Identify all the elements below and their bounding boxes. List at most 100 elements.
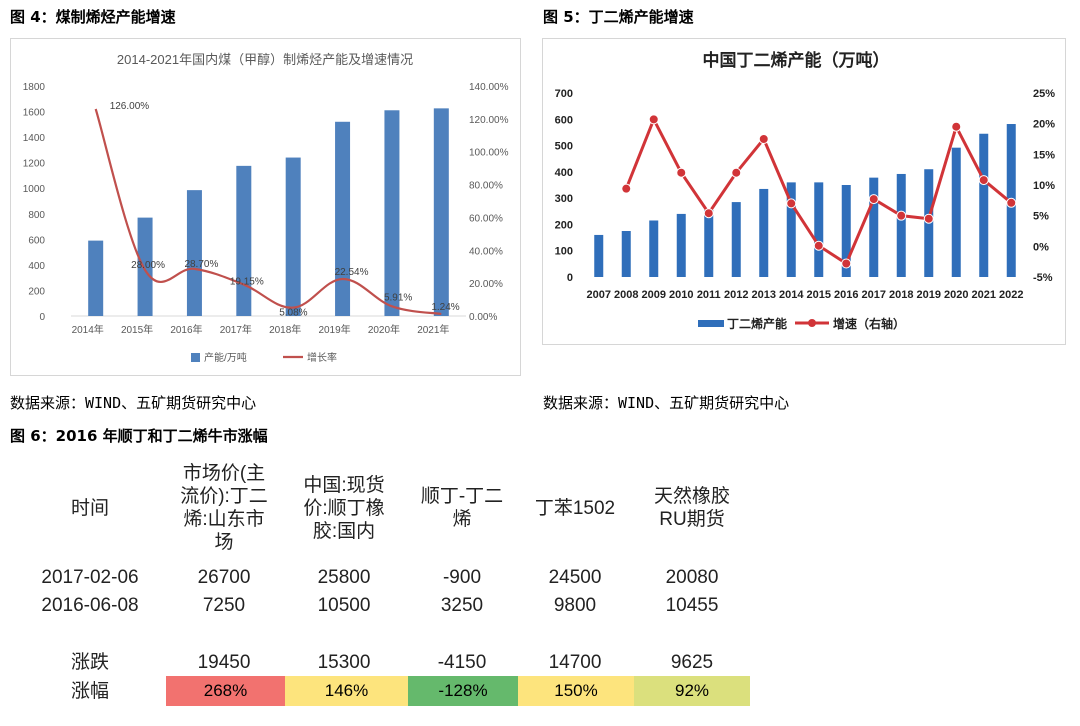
chart2-xtick: 2019 [917, 289, 941, 301]
chart1-ytick: 1600 [23, 108, 46, 119]
table-header: 天然橡胶 RU期货 [634, 485, 750, 531]
chart2-growth-point [758, 134, 769, 144]
chart2-xtick: 2007 [587, 289, 611, 301]
table-row-label: 2017-02-06 [41, 567, 139, 588]
chart2-xtick: 2015 [807, 289, 831, 301]
chart1-bar [137, 217, 153, 316]
table-cell: 14700 [548, 652, 602, 673]
chart1-ytick: 1800 [23, 82, 46, 93]
chart2-growth-point [786, 198, 797, 209]
chart2-bar [759, 188, 769, 277]
figure5-source: 数据来源：WIND、五矿期货研究中心 [543, 394, 790, 412]
chart2-xtick: 2012 [724, 289, 748, 301]
chart1-data-label: 126.00% [110, 101, 150, 112]
chart2-bar [814, 182, 824, 277]
chart2-legend-bar-swatch [698, 320, 724, 327]
chart1-data-label: 22.54% [335, 267, 369, 278]
chart2-growth-point [648, 114, 659, 125]
chart1-xtick: 2014年 [72, 323, 104, 336]
chart1-y2tick: 60.00% [469, 213, 503, 224]
chart2-svg: 中国丁二烯产能（万吨） 0 100 200 300 400 500 600 700 -5% 0% 5%… [555, 50, 1056, 331]
chart2-growth-point [813, 240, 824, 251]
chart2-bar [621, 231, 631, 277]
chart2-ytick: 500 [555, 141, 573, 153]
chart2-bar [676, 213, 686, 277]
chart2-ytick: 0 [567, 272, 573, 284]
chart1-xtick: 2017年 [220, 323, 252, 336]
table-cell: 15300 [317, 652, 371, 673]
chart2-y2tick: 10% [1033, 180, 1055, 192]
table-cell: 20080 [665, 567, 719, 588]
chart2-y2tick: 5% [1033, 211, 1049, 223]
figure4-title: 图 4：煤制烯烃产能增速 [10, 8, 176, 26]
chart1-bar [236, 165, 252, 316]
chart1-y2tick: 40.00% [469, 246, 503, 257]
chart2-xtick: 2020 [944, 289, 968, 301]
chart2-bar [704, 209, 714, 277]
chart2-growth-point [978, 175, 989, 186]
table-header: 丁苯1502 [520, 497, 630, 520]
chart2-xtick: 2013 [752, 289, 776, 301]
chart2-bar [841, 185, 851, 277]
table-cell: 26700 [197, 567, 251, 588]
table-cell: 24500 [548, 567, 602, 588]
chart2-legend-line-label: 增速（右轴） [833, 316, 905, 331]
chart1-bar [384, 110, 400, 317]
table-header-line: RU期货 [659, 509, 725, 530]
table-header-line: 顺丁-丁二 [420, 486, 504, 507]
chart1-ytick: 1400 [23, 133, 46, 144]
chart2-ytick: 200 [555, 219, 573, 231]
chart1-ytick: 400 [28, 261, 45, 272]
chart2-ytick: 700 [555, 88, 573, 100]
table-cell: 10455 [665, 595, 719, 616]
chart2-legend-line-marker [808, 319, 816, 327]
chart1-xtick: 2015年 [121, 323, 153, 336]
chart1-y2tick: 100.00% [469, 148, 509, 159]
table-cell: 9625 [670, 652, 714, 673]
chart1-ytick: 200 [28, 286, 45, 297]
chart1-legend-bar-swatch [191, 353, 200, 362]
table-header-line: 市场价(主 [182, 463, 266, 484]
chart2-xtick: 2018 [889, 289, 913, 301]
chart2-xtick: 2017 [862, 289, 886, 301]
chart2-y2tick: 25% [1033, 88, 1055, 100]
chart1-ytick: 1200 [23, 159, 46, 170]
figure5-title: 图 5：丁二烯产能增速 [543, 8, 694, 26]
table-header-line: 胶:国内 [312, 520, 376, 542]
chart1-svg: 2014-2021年国内煤（甲醇）制烯烃产能及增速情况 0 200 400 600 800… [23, 52, 509, 364]
chart2-growth-point [951, 121, 962, 132]
chart1-xtick: 2020年 [368, 323, 400, 336]
table-header-line: 丁苯1502 [534, 497, 616, 519]
chart1-ytick: 0 [39, 312, 45, 323]
chart1-bar [335, 121, 351, 317]
table-header: 顺丁-丁二烯 [408, 485, 516, 531]
chart2-growth-point [841, 258, 852, 269]
table-header-line: 烯:山东市 [183, 509, 265, 530]
chart2-y2tick: 20% [1033, 119, 1055, 131]
chart1-legend-bar-label: 产能/万吨 [204, 351, 247, 364]
table-cell: -900 [442, 567, 482, 588]
chart1-ytick: 1000 [23, 184, 46, 195]
chart1-bar [186, 190, 202, 316]
pct-cell: 146% [285, 676, 408, 706]
chart2-ytick: 300 [555, 193, 573, 205]
table-cell: 10500 [317, 595, 371, 616]
chart2-growth-point [896, 210, 907, 221]
table-cell: 9800 [553, 595, 597, 616]
chart2-growth-point [703, 208, 714, 219]
chart2-bar [896, 173, 906, 277]
chart1-xtick: 2019年 [318, 323, 350, 336]
table-row-label: 2016-06-08 [41, 595, 139, 616]
table-row-label: 涨跌 [70, 652, 109, 673]
chart2-legend-bar-label: 丁二烯产能 [727, 316, 787, 331]
chart2-growth-point [868, 194, 879, 205]
table-header-line: 中国:现货 [303, 474, 385, 496]
chart2-xtick: 2022 [999, 289, 1023, 301]
figure6-title: 图 6：2016 年顺丁和丁二烯牛市涨幅 [10, 427, 268, 445]
chart2-ytick: 100 [555, 246, 573, 258]
chart2-bar [979, 133, 989, 277]
chart1-panel: 2014-2021年国内煤（甲醇）制烯烃产能及增速情况 0 200 400 600 800… [10, 38, 521, 376]
table-header: 时间 [30, 497, 150, 520]
chart2-xtick: 2010 [669, 289, 693, 301]
